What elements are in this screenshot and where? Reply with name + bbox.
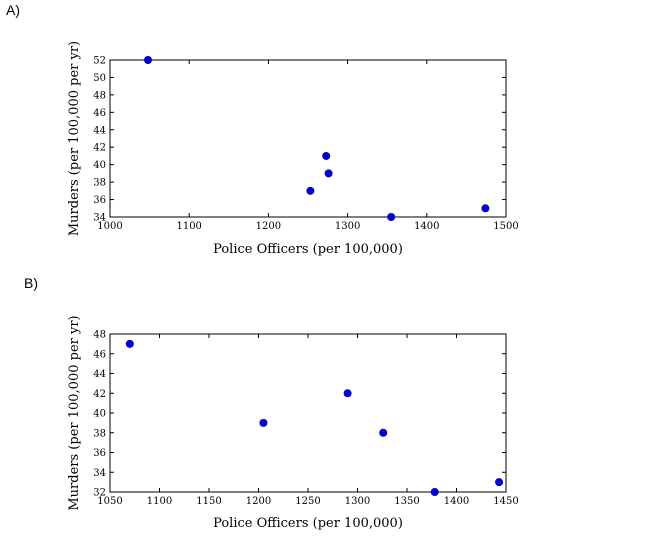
chart-a-y-tick-label: 44 (93, 125, 106, 136)
chart-b-y-tick-label: 36 (93, 448, 106, 459)
chart-b-data-point (495, 478, 504, 487)
chart-a-y-tick-label: 52 (93, 56, 106, 67)
chart-a-data-point (387, 213, 396, 221)
chart-b-y-tick-label: 38 (93, 428, 106, 439)
chart-a-y-tick-label: 50 (93, 73, 106, 84)
chart-a-x-tick-label: 1500 (493, 221, 518, 232)
chart-a-y-tick-label: 34 (93, 213, 106, 224)
chart-b-y-axis-label: Murders (per 100,000 per yr) (67, 315, 82, 510)
chart-b-x-tick-label: 1350 (394, 496, 419, 507)
chart-b-y-tick-label: 32 (93, 488, 106, 499)
chart-a-data-point (322, 151, 331, 160)
chart-b-x-axis-label: Police Officers (per 100,000) (213, 516, 403, 531)
chart-a-x-tick-label: 1200 (256, 221, 281, 232)
chart-b-data-point (343, 389, 352, 398)
chart-b-x-tick-label: 1450 (493, 496, 518, 507)
chart-a-y-tick-label: 48 (93, 90, 106, 101)
chart-a-x-tick-label: 1300 (335, 221, 360, 232)
chart-b-y-tick-label: 48 (93, 330, 106, 341)
chart-b-plot-frame (109, 333, 507, 493)
chart-b-x-tick-label: 1400 (444, 496, 469, 507)
chart-b-y-tick-label: 46 (93, 349, 106, 360)
chart-a-data-point (306, 186, 315, 195)
chart-a-y-tick-label: 38 (93, 178, 106, 189)
chart-a-y-tick-label: 46 (93, 108, 106, 119)
chart-b-y-tick-label: 44 (93, 369, 106, 380)
chart-a-x-axis-label: Police Officers (per 100,000) (213, 242, 403, 257)
chart-a-plot-frame (109, 59, 507, 218)
chart-b-x-tick-label: 1100 (147, 496, 172, 507)
chart-b-data-point (259, 418, 268, 427)
chart-b-x-tick-label: 1150 (196, 496, 221, 507)
chart-a-y-axis-label: Murders (per 100,000 per yr) (67, 41, 82, 236)
chart-a-x-tick-label: 1100 (176, 221, 201, 232)
chart-a-y-tick-label: 42 (93, 143, 106, 154)
chart-b-x-tick-label: 1050 (97, 496, 122, 507)
chart-b-data-point (379, 428, 388, 437)
chart-a-data-point (481, 204, 490, 213)
chart-b-data-point (430, 488, 439, 496)
chart-a-data-point (144, 56, 153, 64)
chart-a-y-tick-label: 40 (93, 160, 106, 171)
chart-a-x-tick-label: 1400 (414, 221, 439, 232)
chart-a-x-tick-label: 1000 (97, 221, 122, 232)
chart-b-x-tick-label: 1250 (295, 496, 320, 507)
chart-b-data-point (125, 339, 134, 348)
chart-b-y-tick-label: 42 (93, 389, 106, 400)
chart-b-y-tick-label: 40 (93, 409, 106, 420)
chart-b-y-tick-label: 34 (93, 468, 106, 479)
chart-a-data-point (324, 169, 333, 178)
panel-b-label: B) (24, 275, 38, 291)
chart-b-x-tick-label: 1300 (345, 496, 370, 507)
chart-b-x-tick-label: 1200 (246, 496, 271, 507)
chart-a-y-tick-label: 36 (93, 195, 106, 206)
panel-a-label: A) (6, 2, 20, 18)
